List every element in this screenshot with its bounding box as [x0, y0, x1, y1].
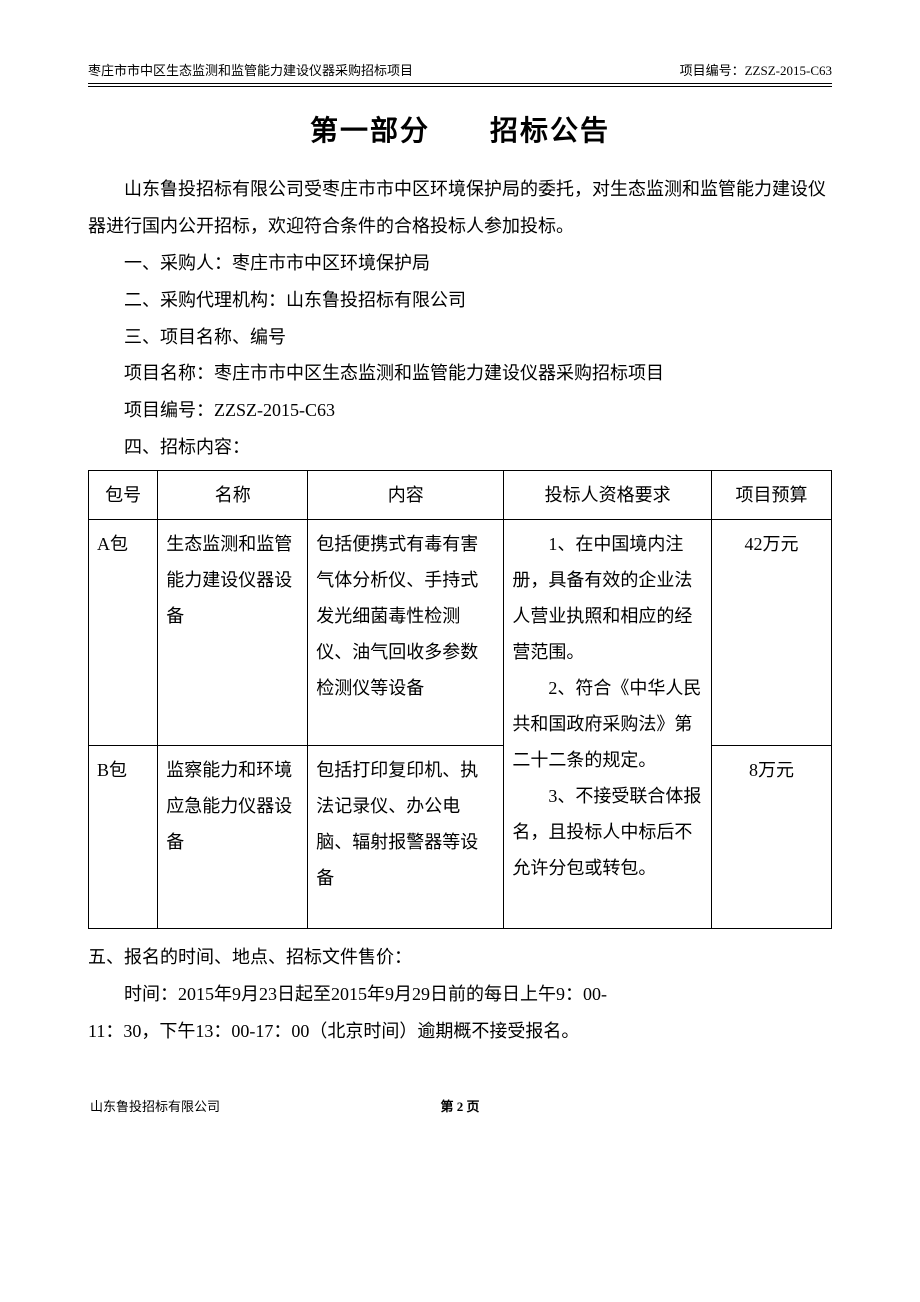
col-header-package: 包号 [89, 471, 158, 520]
header-left: 枣庄市市中区生态监测和监管能力建设仪器采购招标项目 [88, 60, 413, 79]
document-body: 山东鲁投招标有限公司受枣庄市市中区环境保护局的委托，对生态监测和监管能力建设仪器… [88, 171, 832, 466]
cell-content-b: 包括打印复印机、执法记录仪、办公电脑、辐射报警器等设备 [308, 745, 504, 928]
cell-name-b: 监察能力和环境应急能力仪器设备 [158, 745, 308, 928]
col-header-qualification: 投标人资格要求 [504, 471, 712, 520]
section-5-time-line2: 11：30，下午13：00-17：00（北京时间）逾期概不接受报名。 [88, 1013, 832, 1050]
qualification-item-2: 2、符合《中华人民共和国政府采购法》第二十二条的规定。 [512, 670, 703, 778]
cell-qualification: 1、在中国境内注册，具备有效的企业法人营业执照和相应的经营范围。 2、符合《中华… [504, 520, 712, 929]
cell-name-a: 生态监测和监管能力建设仪器设备 [158, 520, 308, 746]
document-page: 枣庄市市中区生态监测和监管能力建设仪器采购招标项目 项目编号：ZZSZ-2015… [0, 0, 920, 1155]
table-row: B包 监察能力和环境应急能力仪器设备 包括打印复印机、执法记录仪、办公电脑、辐射… [89, 745, 832, 928]
col-header-budget: 项目预算 [711, 471, 831, 520]
col-header-content: 内容 [308, 471, 504, 520]
cell-content-a: 包括便携式有毒有害气体分析仪、手持式发光细菌毒性检测仪、油气回收多参数检测仪等设… [308, 520, 504, 746]
section-5-heading: 五、报名的时间、地点、招标文件售价： [88, 939, 832, 976]
line-project-name: 项目名称：枣庄市市中区生态监测和监管能力建设仪器采购招标项目 [88, 355, 832, 392]
line-agency: 二、采购代理机构：山东鲁投招标有限公司 [88, 282, 832, 319]
line-project-code: 项目编号：ZZSZ-2015-C63 [88, 392, 832, 429]
table-header-row: 包号 名称 内容 投标人资格要求 项目预算 [89, 471, 832, 520]
col-header-name: 名称 [158, 471, 308, 520]
qualification-item-3: 3、不接受联合体报名，且投标人中标后不允许分包或转包。 [512, 778, 703, 886]
line-bid-content-heading: 四、招标内容： [88, 429, 832, 466]
footer-page-number: 第 2 页 [440, 1096, 479, 1115]
bid-content-table: 包号 名称 内容 投标人资格要求 项目预算 A包 生态监测和监管能力建设仪器设备… [88, 470, 832, 929]
footer-left: 山东鲁投招标有限公司 [90, 1096, 220, 1115]
header-right: 项目编号：ZZSZ-2015-C63 [680, 60, 832, 79]
section-5: 五、报名的时间、地点、招标文件售价： 时间：2015年9月23日起至2015年9… [88, 939, 832, 1050]
cell-package-a: A包 [89, 520, 158, 746]
cell-budget-b: 8万元 [711, 745, 831, 928]
table-row: A包 生态监测和监管能力建设仪器设备 包括便携式有毒有害气体分析仪、手持式发光细… [89, 520, 832, 746]
cell-package-b: B包 [89, 745, 158, 928]
line-project-heading: 三、项目名称、编号 [88, 319, 832, 356]
intro-paragraph: 山东鲁投招标有限公司受枣庄市市中区环境保护局的委托，对生态监测和监管能力建设仪器… [88, 171, 832, 245]
section-5-time-line1: 时间：2015年9月23日起至2015年9月29日前的每日上午9：00- [88, 976, 832, 1013]
qualification-item-1: 1、在中国境内注册，具备有效的企业法人营业执照和相应的经营范围。 [512, 526, 703, 670]
page-header: 枣庄市市中区生态监测和监管能力建设仪器采购招标项目 项目编号：ZZSZ-2015… [88, 60, 832, 83]
header-divider [88, 83, 832, 87]
page-footer: 山东鲁投招标有限公司 第 2 页 山东鲁投招标有限公司 [88, 1096, 832, 1115]
cell-budget-a: 42万元 [711, 520, 831, 746]
document-title: 第一部分 招标公告 [88, 109, 832, 149]
line-purchaser: 一、采购人：枣庄市市中区环境保护局 [88, 245, 832, 282]
